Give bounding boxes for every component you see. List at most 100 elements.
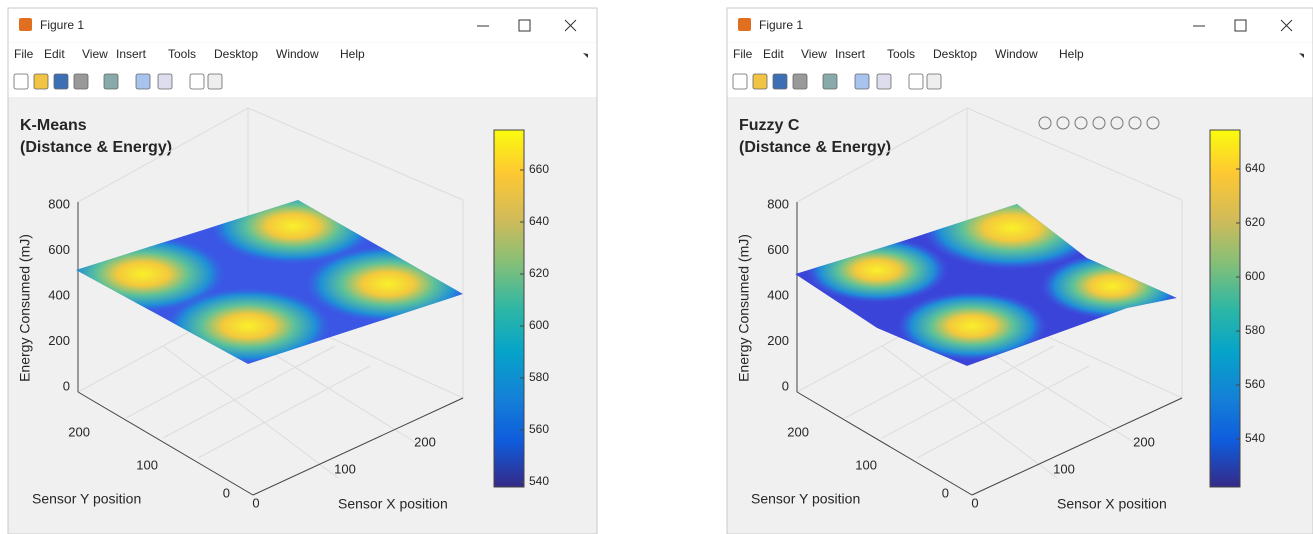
close-button	[1280, 19, 1293, 32]
axes-toolbar-icon	[1092, 116, 1106, 130]
colorbar-tick-label: 540	[529, 474, 549, 488]
menu-item: Desktop	[933, 47, 977, 61]
y-axis-label: Sensor Y position	[32, 491, 141, 507]
colorbar-tick-label: 640	[529, 214, 549, 228]
plot-title: (Distance & Energy)	[20, 139, 172, 156]
figure-window: Figure 1 File Edit View Insert Tools Desktop Wi…	[7, 7, 598, 534]
x-tick-label: 100	[1053, 461, 1075, 476]
plot-title: (Distance & Energy)	[739, 139, 891, 156]
toolbar-button	[189, 73, 205, 90]
menu-item: Help	[340, 47, 365, 61]
window-title: Figure 1	[759, 18, 803, 32]
toolbar	[8, 67, 597, 97]
menu-bar	[8, 43, 597, 67]
floor-grid	[77, 325, 464, 496]
close-button	[564, 19, 577, 32]
toolbar-button	[33, 73, 49, 90]
menu-item: Edit	[763, 47, 784, 61]
menu-arrow	[583, 53, 588, 58]
axes-toolbar-icon	[1128, 116, 1142, 130]
colorbar	[493, 129, 525, 488]
toolbar-button	[732, 73, 748, 90]
colorbar-tick-label: 580	[1245, 323, 1265, 337]
z-tick-label: 200	[48, 333, 70, 348]
menu-item: View	[801, 47, 827, 61]
menu-item: Tools	[887, 47, 915, 61]
y-axis-label: Sensor Y position	[751, 491, 860, 507]
x-tick-label: 0	[971, 495, 978, 510]
z-tick-label: 0	[782, 378, 789, 393]
toolbar-button	[135, 73, 151, 90]
toolbar-button	[13, 73, 29, 90]
toolbar	[727, 67, 1313, 97]
colorbar-tick-label: 580	[529, 370, 549, 384]
x-tick-label: 100	[334, 461, 356, 476]
menu-item: Help	[1059, 47, 1084, 61]
z-tick-label: 800	[767, 196, 789, 211]
colorbar	[1209, 129, 1241, 488]
axis-lines	[77, 202, 464, 496]
colorbar-tick-label: 600	[529, 318, 549, 332]
menu-item: View	[82, 47, 108, 61]
figure-window: Figure 1 File Edit View Insert Tools Desktop Wi…	[726, 7, 1313, 534]
y-tick-label: 200	[68, 424, 90, 439]
menu-bar	[727, 43, 1313, 67]
menu-item: File	[733, 47, 753, 61]
axis-lines	[796, 202, 1183, 496]
x-axis-label: Sensor X position	[1057, 496, 1167, 512]
menu-item: Window	[995, 47, 1038, 61]
z-tick-label: 400	[767, 287, 789, 302]
toolbar-button	[822, 73, 838, 90]
x-axis-label: Sensor X position	[338, 496, 448, 512]
maximize-button	[518, 19, 531, 32]
surface-peak	[896, 291, 1048, 361]
axes-toolbar-icon	[1110, 116, 1124, 130]
menu-item: File	[14, 47, 34, 61]
axes-toolbar-icon	[1074, 116, 1088, 130]
z-axis-label: Energy Consumed (mJ)	[17, 234, 33, 382]
title-bar	[727, 8, 1313, 43]
colorbar-tick-label: 660	[529, 162, 549, 176]
toolbar-button	[752, 73, 768, 90]
axes-toolbar-icon	[1056, 116, 1070, 130]
menu-item: Desktop	[214, 47, 258, 61]
y-tick-label: 100	[855, 457, 877, 472]
z-tick-label: 200	[767, 333, 789, 348]
toolbar-button	[207, 73, 223, 90]
colorbar-tick-label: 540	[1245, 431, 1265, 445]
window-title: Figure 1	[40, 18, 84, 32]
toolbar-button	[73, 73, 89, 90]
toolbar-button	[53, 73, 69, 90]
colorbar-tick-label: 620	[529, 266, 549, 280]
plot-title: Fuzzy C	[739, 117, 800, 134]
colorbar-tick-label: 600	[1245, 269, 1265, 283]
menu-item: Insert	[835, 47, 866, 61]
toolbar-button	[854, 73, 870, 90]
app-icon	[738, 18, 751, 31]
z-tick-label: 600	[767, 242, 789, 257]
z-axis-label: Energy Consumed (mJ)	[736, 234, 752, 382]
floor-grid	[796, 325, 1183, 496]
plot-title: K-Means	[20, 117, 87, 134]
toolbar-button	[792, 73, 808, 90]
surface-base	[795, 204, 1177, 366]
z-tick-label: 800	[48, 196, 70, 211]
toolbar-button	[876, 73, 892, 90]
app-icon	[19, 18, 32, 31]
toolbar-button	[772, 73, 788, 90]
z-tick-label: 400	[48, 287, 70, 302]
y-tick-label: 0	[942, 485, 949, 500]
y-tick-label: 200	[787, 424, 809, 439]
menu-item: Window	[276, 47, 319, 61]
x-tick-label: 200	[414, 434, 436, 449]
colorbar-tick-label: 640	[1245, 161, 1265, 175]
y-tick-label: 100	[136, 457, 158, 472]
x-tick-label: 200	[1133, 434, 1155, 449]
colorbar-tick-label: 560	[1245, 377, 1265, 391]
toolbar-button	[926, 73, 942, 90]
menu-item: Insert	[116, 47, 147, 61]
axes-toolbar-icon	[1146, 116, 1160, 130]
z-tick-label: 600	[48, 242, 70, 257]
